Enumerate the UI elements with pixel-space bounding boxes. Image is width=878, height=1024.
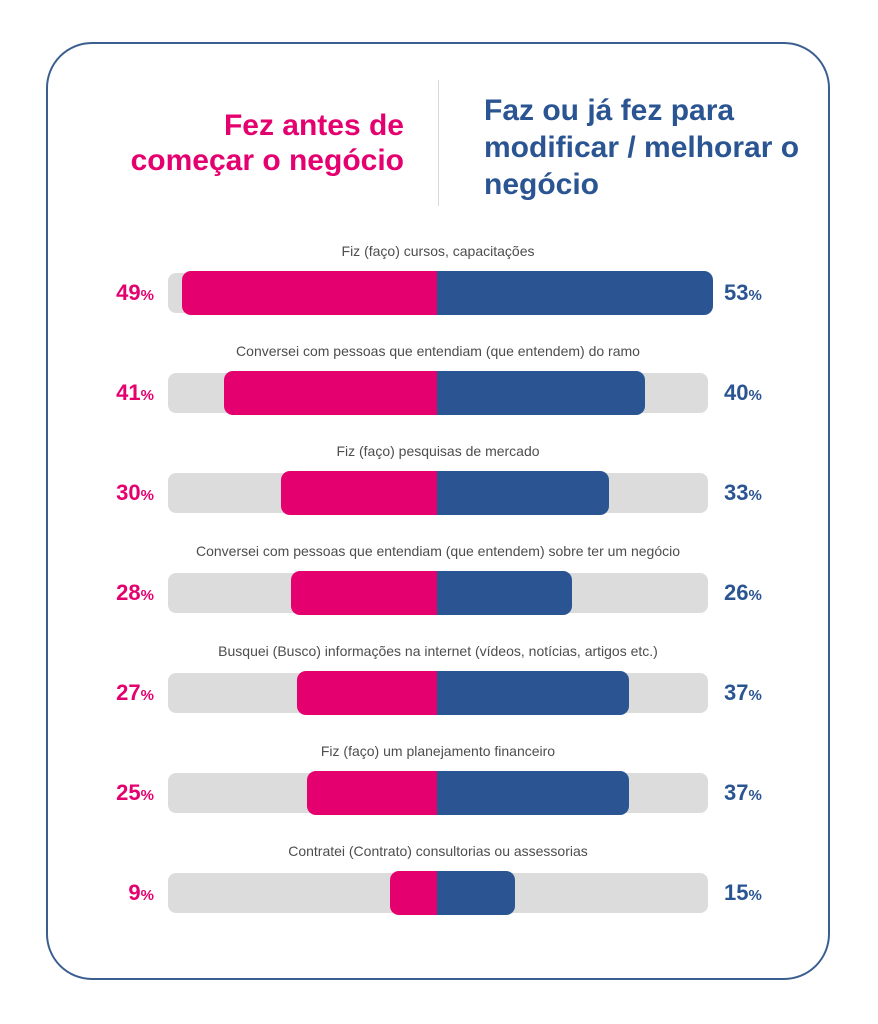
right-value-label: 33% <box>724 480 762 505</box>
right-series-bar <box>437 271 713 315</box>
right-value-label: 15% <box>724 880 762 905</box>
right-value-label: 37% <box>724 680 762 705</box>
left-series-bar <box>291 571 437 615</box>
right-value-label: 37% <box>724 780 762 805</box>
left-value-label: 30% <box>116 480 154 505</box>
category-label: Busquei (Busco) informações na internet … <box>218 643 658 659</box>
left-value-label: 28% <box>116 580 154 605</box>
left-series-bar <box>390 871 437 915</box>
category-label: Fiz (faço) pesquisas de mercado <box>336 443 540 459</box>
category-label: Contratei (Contrato) consultorias ou ass… <box>288 843 588 859</box>
left-series-title: Fez antes de começar o negócio <box>130 109 404 177</box>
left-series-bar <box>223 371 437 415</box>
right-series-bar <box>437 471 609 515</box>
left-value-label: 41% <box>116 380 154 405</box>
right-series-bar <box>437 871 515 915</box>
left-series-bar <box>307 771 437 815</box>
left-value-label: 9% <box>128 880 154 905</box>
left-value-label: 25% <box>116 780 154 805</box>
category-label: Fiz (faço) um planejamento financeiro <box>320 743 556 759</box>
right-series-bar <box>437 671 630 715</box>
left-value-label: 49% <box>116 280 154 305</box>
header-divider <box>438 80 439 206</box>
right-series-bar <box>437 371 645 415</box>
right-series-title: Faz ou já fez para modificar / melhorar … <box>484 94 800 201</box>
right-value-label: 53% <box>724 280 762 305</box>
category-label: Conversei com pessoas que entendiam (que… <box>236 343 640 359</box>
left-series-bar <box>281 471 437 515</box>
right-series-bar <box>437 771 630 815</box>
right-series-bar <box>437 571 573 615</box>
right-value-label: 26% <box>724 580 762 605</box>
category-label: Fiz (faço) cursos, capacitações <box>341 243 535 259</box>
left-series-bar <box>296 671 437 715</box>
left-series-bar <box>182 271 437 315</box>
left-value-label: 27% <box>116 680 154 705</box>
category-label: Conversei com pessoas que entendiam (que… <box>195 543 681 559</box>
right-value-label: 40% <box>724 380 762 405</box>
